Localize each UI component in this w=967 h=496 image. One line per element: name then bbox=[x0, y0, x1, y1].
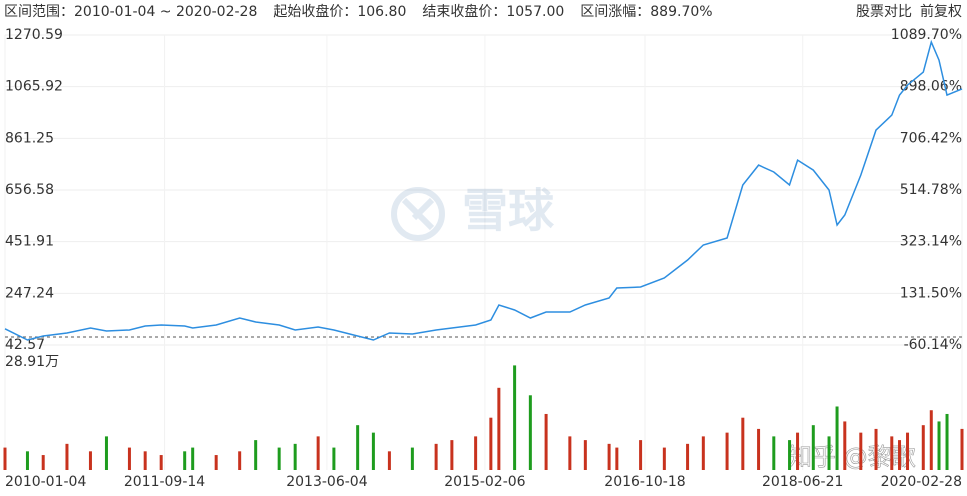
volume-bar bbox=[513, 365, 517, 470]
x-tick-label: 2011-09-14 bbox=[124, 474, 205, 490]
header-text: 结束收盘价： bbox=[422, 3, 506, 20]
volume-bar bbox=[127, 447, 131, 470]
volume-bar bbox=[929, 410, 933, 470]
volume-bar bbox=[41, 455, 45, 470]
volume-bar bbox=[898, 440, 902, 470]
volume-bar bbox=[835, 406, 839, 470]
volume-bar bbox=[332, 447, 336, 470]
x-tick-label: 2018-06-21 bbox=[762, 474, 843, 490]
y-tick-label: 1270.59 bbox=[5, 27, 63, 43]
volume-bar bbox=[238, 451, 242, 470]
header-text: 2010-01-04 ~ 2020-02-28 bbox=[74, 4, 257, 20]
y-tick-label: 656.58 bbox=[5, 182, 54, 198]
x-tick-label: 2020-02-28 bbox=[881, 474, 962, 490]
volume-bar bbox=[143, 451, 147, 470]
volume-bar bbox=[568, 436, 572, 470]
volume-bar bbox=[104, 436, 108, 470]
y2-tick-label: -60.14% bbox=[904, 337, 962, 353]
volume-bar bbox=[662, 447, 666, 470]
header-button[interactable]: 股票对比 bbox=[856, 4, 912, 20]
volume-bar bbox=[686, 443, 690, 470]
y-tick-label: 1065.92 bbox=[5, 79, 63, 95]
volume-bar bbox=[371, 432, 375, 470]
y-tick-label: 451.91 bbox=[5, 234, 54, 250]
volume-bar bbox=[489, 417, 493, 470]
y2-tick-label: 323.14% bbox=[900, 234, 962, 250]
volume-bar bbox=[937, 421, 941, 470]
volume-bar bbox=[827, 436, 831, 470]
credit: 知乎 @黎歌 bbox=[788, 443, 916, 471]
volume-bar bbox=[701, 436, 705, 470]
volume-bar bbox=[607, 443, 611, 470]
volume-bar bbox=[859, 432, 863, 470]
y-tick-label: 861.25 bbox=[5, 130, 54, 146]
header-text: 起始收盘价： bbox=[273, 3, 357, 20]
watermark: 雪球 bbox=[462, 184, 555, 238]
volume-bar bbox=[874, 428, 878, 470]
watermark-logo bbox=[391, 187, 445, 241]
volume-bar bbox=[88, 451, 92, 470]
volume-bar bbox=[191, 447, 195, 470]
x-tick-label: 2016-10-18 bbox=[604, 474, 685, 490]
x-tick-label: 2015-02-06 bbox=[444, 474, 525, 490]
volume-tick-label: 28.91万 bbox=[5, 354, 59, 370]
volume-bar bbox=[757, 428, 761, 470]
volume-bar bbox=[410, 447, 414, 470]
header-text: 区间涨幅： bbox=[580, 4, 650, 20]
volume-bar bbox=[843, 421, 847, 470]
volume-bar bbox=[528, 395, 532, 470]
volume-bar bbox=[293, 443, 297, 470]
volume-bar bbox=[254, 440, 258, 470]
volume-bar bbox=[474, 436, 478, 470]
header-button[interactable]: 前复权 bbox=[920, 3, 962, 20]
volume-bar bbox=[615, 447, 619, 470]
price-line bbox=[4, 39, 963, 341]
volume-bar bbox=[945, 413, 949, 470]
y2-tick-label: 514.78% bbox=[900, 182, 962, 198]
volume-bar bbox=[277, 447, 281, 470]
y2-tick-label: 706.42% bbox=[900, 130, 962, 146]
volume-bar bbox=[159, 455, 163, 470]
volume-bar bbox=[583, 440, 587, 470]
volume-bar bbox=[906, 432, 910, 470]
y2-tick-label: 1089.70% bbox=[891, 27, 962, 43]
volume-bar bbox=[3, 447, 7, 470]
volume-bar bbox=[725, 432, 729, 470]
header-text: 106.80 bbox=[357, 4, 406, 20]
volume-bar bbox=[788, 440, 792, 470]
volume-bar bbox=[450, 440, 454, 470]
y-tick-label: 42.57 bbox=[5, 337, 45, 353]
y2-tick-label: 131.50% bbox=[900, 285, 962, 301]
volume-bar bbox=[214, 455, 218, 470]
x-tick-label: 2013-06-04 bbox=[286, 474, 367, 490]
volume-bar bbox=[639, 440, 643, 470]
x-tick-label: 2010-01-04 bbox=[5, 474, 86, 490]
volume-bar bbox=[65, 443, 69, 470]
volume-bar bbox=[741, 417, 745, 470]
volume-bar bbox=[796, 432, 800, 470]
volume-bar bbox=[921, 425, 925, 470]
header-text: 区间范围： bbox=[4, 3, 74, 20]
volume-bar bbox=[356, 425, 360, 470]
volume-bar bbox=[316, 436, 320, 470]
volume-bar bbox=[811, 425, 815, 470]
volume-bar bbox=[497, 387, 501, 470]
volume-bar bbox=[434, 443, 438, 470]
header-text: 889.70% bbox=[650, 4, 712, 20]
volume-bar bbox=[387, 451, 391, 470]
volume-bar bbox=[890, 436, 894, 470]
y-tick-label: 247.24 bbox=[5, 285, 54, 301]
volume-bar bbox=[544, 413, 548, 470]
volume-bar bbox=[183, 451, 187, 470]
header-text: 1057.00 bbox=[506, 4, 564, 20]
volume-bar bbox=[960, 428, 964, 470]
volume-bar bbox=[772, 436, 776, 470]
grid bbox=[4, 34, 963, 470]
volume-bar bbox=[25, 451, 29, 470]
